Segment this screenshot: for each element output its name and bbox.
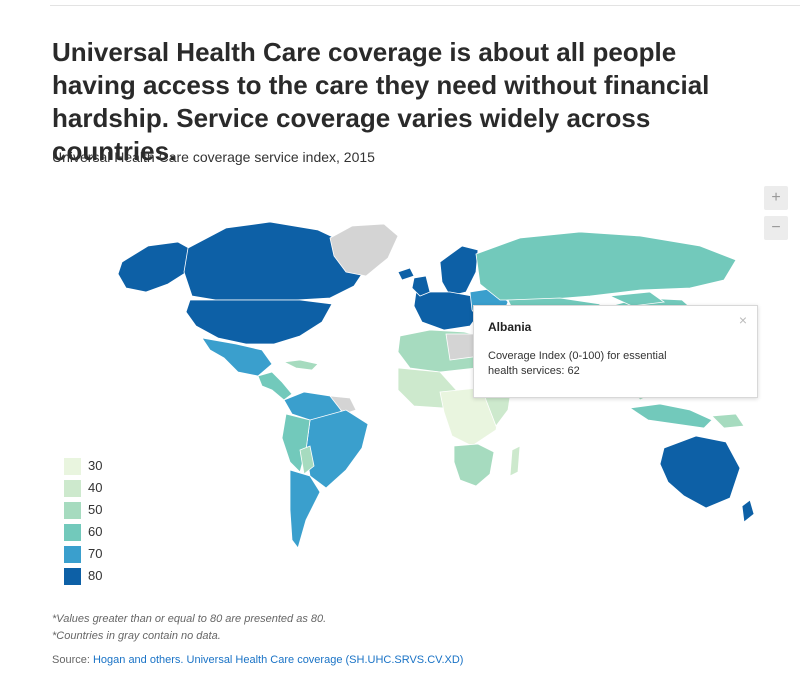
footnote-gray: *Countries in gray contain no data. bbox=[52, 630, 221, 642]
legend-swatch bbox=[64, 568, 81, 585]
region-papua[interactable] bbox=[711, 413, 745, 429]
legend-swatch bbox=[64, 458, 81, 475]
region-russia[interactable] bbox=[475, 231, 737, 301]
legend-label: 80 bbox=[88, 568, 103, 583]
source-prefix: Source: bbox=[52, 654, 93, 666]
region-guianas[interactable] bbox=[329, 395, 357, 415]
region-southern-africa[interactable] bbox=[453, 443, 495, 487]
region-australia[interactable] bbox=[659, 435, 741, 509]
region-iceland[interactable] bbox=[397, 267, 415, 281]
region-madagascar[interactable] bbox=[509, 445, 521, 477]
region-greenland[interactable] bbox=[329, 223, 399, 277]
region-western-europe[interactable] bbox=[413, 291, 483, 331]
legend-swatch bbox=[64, 524, 81, 541]
headline: Universal Health Care coverage is about … bbox=[52, 37, 710, 166]
region-central-america[interactable] bbox=[257, 371, 293, 401]
legend-label: 50 bbox=[88, 502, 103, 517]
region-uk-ireland[interactable] bbox=[411, 275, 431, 297]
top-divider bbox=[50, 5, 800, 6]
footnote-values: *Values greater than or equal to 80 are … bbox=[52, 613, 327, 625]
region-caribbean[interactable] bbox=[282, 359, 319, 371]
legend-swatch bbox=[64, 480, 81, 497]
legend-label: 60 bbox=[88, 524, 103, 539]
map-subtitle: Universal Health Care coverage service i… bbox=[52, 149, 375, 165]
region-canada[interactable] bbox=[183, 221, 367, 301]
region-brazil[interactable] bbox=[305, 409, 369, 489]
legend-label: 40 bbox=[88, 480, 103, 495]
region-argentina-chile[interactable] bbox=[289, 469, 321, 549]
tooltip-country-name: Albania bbox=[488, 320, 532, 334]
source-link[interactable]: Hogan and others. Universal Health Care … bbox=[92, 654, 464, 666]
source-line: Source: Hogan and others. Universal Heal… bbox=[52, 654, 463, 666]
country-tooltip: Albania × Coverage Index (0-100) for ess… bbox=[473, 305, 758, 398]
region-indonesia[interactable] bbox=[628, 403, 713, 429]
close-icon[interactable]: × bbox=[738, 312, 747, 328]
legend-label: 70 bbox=[88, 546, 103, 561]
region-scandinavia[interactable] bbox=[439, 245, 479, 297]
region-paraguay[interactable] bbox=[299, 445, 315, 475]
region-mongolia[interactable] bbox=[608, 291, 666, 307]
legend-label: 30 bbox=[88, 458, 103, 473]
region-new-zealand[interactable] bbox=[741, 499, 755, 523]
zoom-in-button[interactable]: + bbox=[764, 186, 788, 210]
region-usa[interactable] bbox=[185, 299, 333, 345]
tooltip-description: Coverage Index (0-100) for essential hea… bbox=[488, 350, 667, 377]
legend-swatch bbox=[64, 546, 81, 563]
zoom-out-button[interactable]: − bbox=[764, 216, 788, 240]
region-alaska[interactable] bbox=[117, 241, 197, 293]
legend-swatch bbox=[64, 502, 81, 519]
